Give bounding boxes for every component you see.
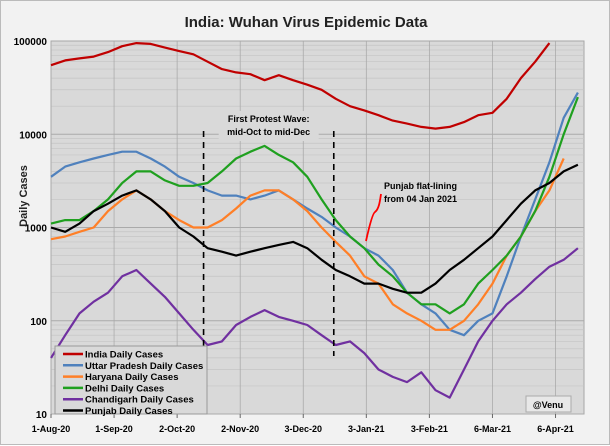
- y-axis-label: Daily Cases: [18, 165, 30, 227]
- x-tick-label: 6-Apr-21: [537, 424, 574, 434]
- credit-text: @Venu: [533, 400, 563, 410]
- punjab-annotation-arrow: [365, 193, 382, 242]
- punjab-annotation-text: Punjab flat-lining: [384, 181, 457, 191]
- series-line-punjab-daily-cases: [50, 163, 579, 294]
- chart-title: India: Wuhan Virus Epidemic Data: [185, 14, 428, 31]
- x-tick-label: 3-Dec-20: [284, 424, 322, 434]
- x-tick-label: 1-Sep-20: [95, 424, 133, 434]
- legend-box: [54, 345, 208, 415]
- x-tick-label: 2-Nov-20: [221, 424, 259, 434]
- legend-entry: Delhi Daily Cases: [85, 383, 164, 394]
- credit-box: @Venu: [525, 395, 572, 413]
- x-tick-label: 6-Mar-21: [474, 424, 511, 434]
- legend-entry: Uttar Pradesh Daily Cases: [85, 361, 203, 372]
- series-line-chandigarh-daily-cases: [50, 247, 579, 399]
- legend-entry: India Daily Cases: [85, 350, 163, 361]
- y-tick-label: 10: [36, 410, 48, 421]
- y-tick-label: 10000: [19, 130, 47, 141]
- x-tick-label: 3-Feb-21: [411, 424, 448, 434]
- legend-entry: Chandigarh Daily Cases: [85, 395, 194, 406]
- y-tick-label: 100: [30, 317, 47, 328]
- protest-annotation-text: mid-Oct to mid-Dec: [227, 127, 310, 137]
- x-tick-label: 3-Jan-21: [348, 424, 385, 434]
- series-line-india-daily-cases: [50, 42, 551, 130]
- protest-annotation-text: First Protest Wave:: [228, 114, 310, 124]
- legend-entry: Punjab Daily Cases: [85, 406, 173, 417]
- legend-entry: Haryana Daily Cases: [85, 372, 178, 383]
- x-tick-label: 1-Aug-20: [32, 424, 71, 434]
- y-tick-label: 100000: [14, 37, 48, 48]
- punjab-annotation-text: from 04 Jan 2021: [384, 194, 457, 204]
- series-line-uttar-pradesh-daily-cases: [50, 92, 579, 337]
- series-line-delhi-daily-cases: [50, 96, 579, 315]
- annotation-bg: [218, 111, 319, 141]
- x-tick-label: 2-Oct-20: [159, 424, 195, 434]
- y-tick-label: 1000: [25, 224, 48, 235]
